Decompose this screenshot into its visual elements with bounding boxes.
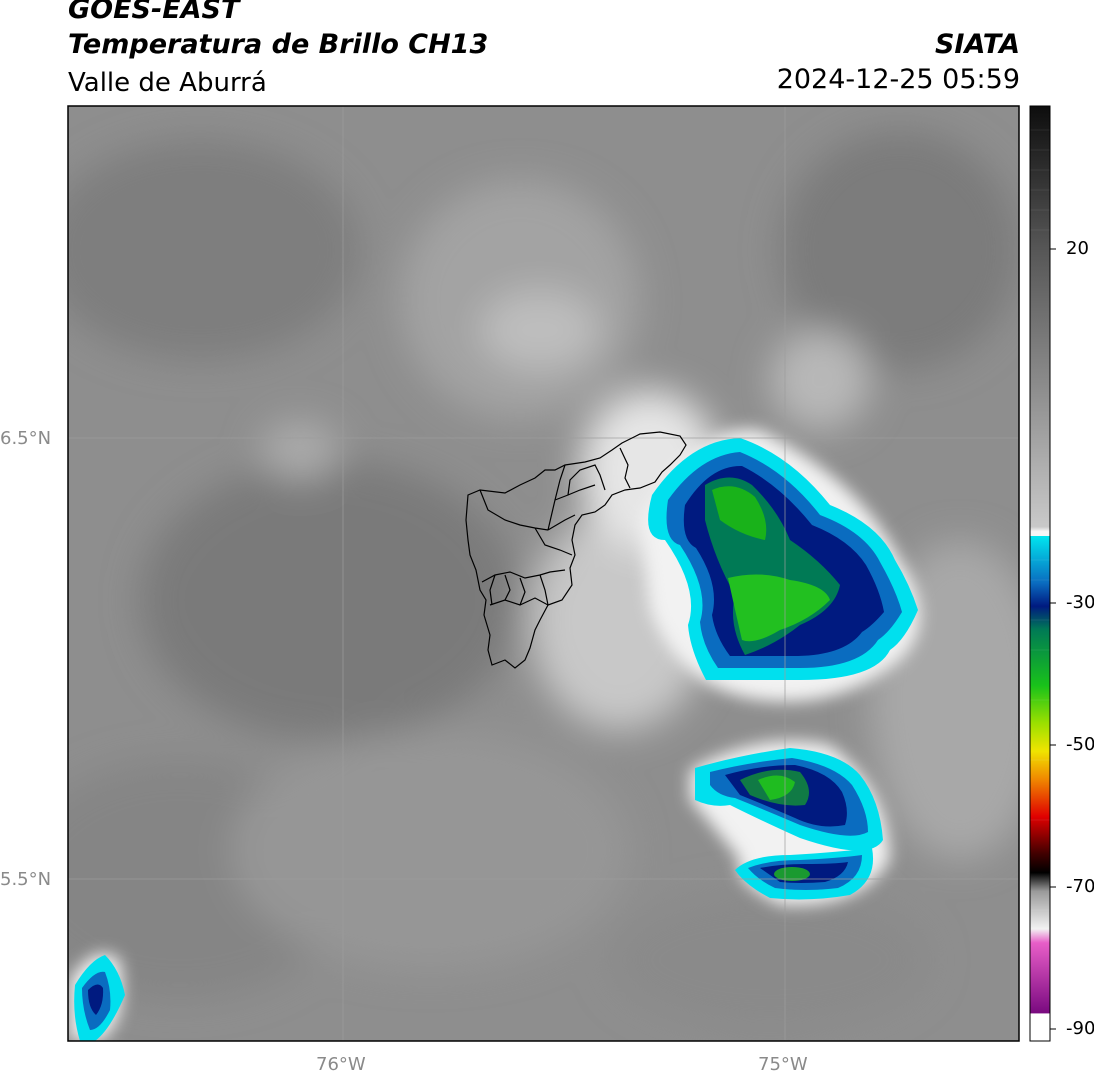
satellite-title: GOES-EAST [68,0,240,25]
convective-cell-1 [648,438,918,680]
datetime-label: 2024-12-25 05:59 [776,64,1020,95]
colorbar [1029,105,1056,1042]
colorbar-tick-m90: -90 [1066,1018,1094,1039]
lat-tick-6-5: 6.5°N [0,428,52,449]
graticule [68,106,1019,1041]
product-title: Temperatura de Brillo CH13 [68,29,489,60]
lon-tick-76: 76°W [316,1054,366,1075]
municipal-boundaries [465,431,687,669]
lon-tick-75: 75°W [758,1054,808,1075]
colorbar-tick-m50: -50 [1066,734,1094,755]
brightness-temperature-field [68,106,1019,1041]
colorbar-tick-m30: -30 [1066,592,1094,613]
region-subtitle: Valle de Aburrá [68,68,267,98]
colorbar-tick-20: 20 [1066,238,1089,259]
map-frame [67,105,1020,1042]
organization-label: SIATA [934,29,1020,60]
lat-tick-5-5: 5.5°N [0,869,52,890]
convective-cell-3 [735,848,874,900]
convective-cell-4 [74,955,125,1041]
convective-cell-2 [695,748,883,851]
colorbar-tick-m70: -70 [1066,876,1094,897]
